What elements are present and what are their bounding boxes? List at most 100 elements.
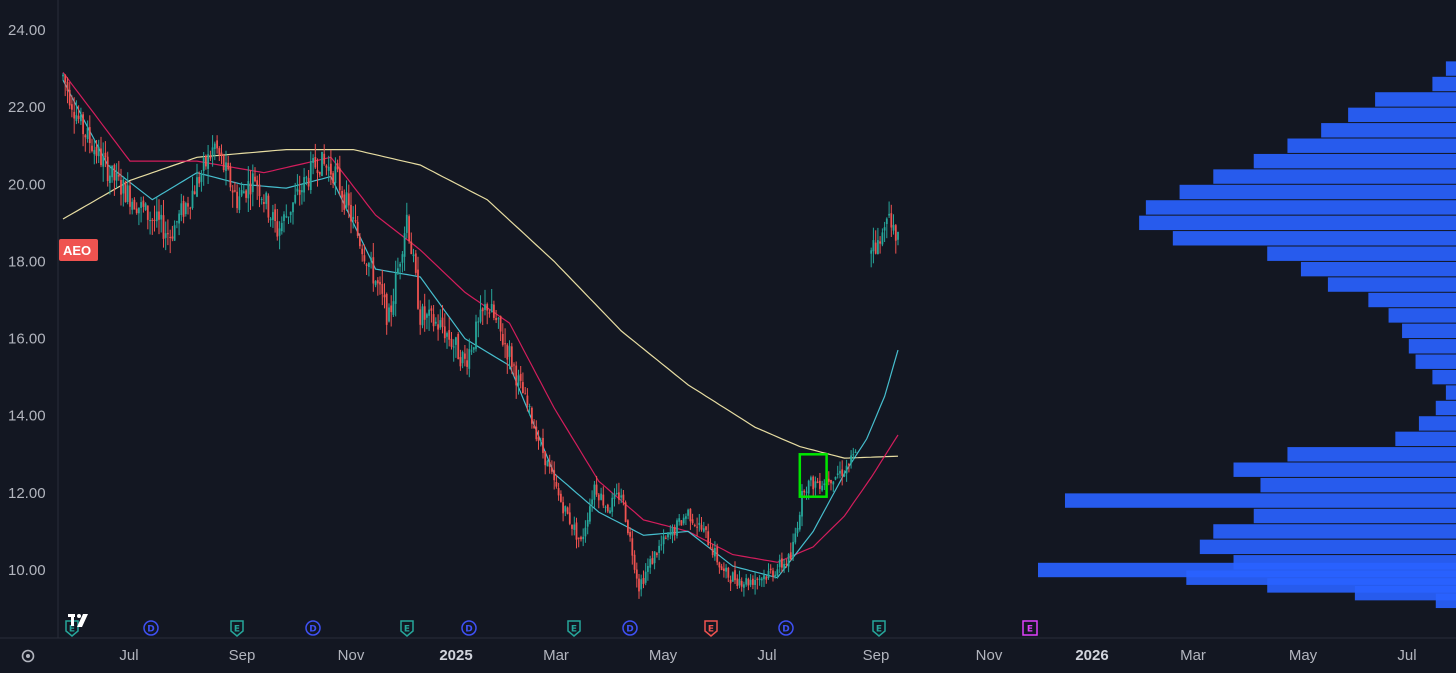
candle [778, 554, 781, 573]
candle [551, 460, 553, 475]
candle [251, 164, 254, 207]
y-tick-label: 16.00 [8, 331, 46, 348]
candle [247, 166, 250, 212]
candle [287, 216, 290, 224]
candle [109, 164, 111, 195]
candle [316, 158, 319, 187]
candle [602, 486, 605, 509]
candle [414, 250, 417, 276]
candle [528, 403, 531, 416]
candle [662, 529, 665, 554]
candle [479, 295, 482, 324]
volume-profile-bar [1199, 539, 1456, 555]
volume-profile-bar [1445, 385, 1456, 400]
volume-profile-bar [1260, 477, 1456, 493]
candle [656, 552, 658, 558]
dividend-marker-icon[interactable]: D [305, 620, 321, 636]
candle [647, 558, 649, 581]
dividend-marker-icon[interactable]: D [461, 620, 477, 636]
candle [736, 574, 739, 589]
candle [368, 261, 370, 277]
volume-profile-bar [1139, 215, 1456, 231]
earnings-marker-icon[interactable]: E [704, 620, 718, 637]
candle [642, 570, 645, 589]
candle [394, 260, 397, 317]
earnings-marker-icon[interactable]: E [65, 620, 79, 637]
candle [660, 535, 663, 551]
candle [296, 174, 299, 196]
candle [75, 100, 78, 125]
x-tick-label: Jul [1397, 647, 1416, 664]
candle [749, 574, 752, 588]
symbol-label: AEO [63, 243, 91, 258]
candle [783, 558, 785, 573]
settings-gear-icon[interactable] [21, 649, 35, 663]
candle [548, 454, 551, 474]
dividend-marker-icon[interactable]: D [143, 620, 159, 636]
candle [376, 277, 379, 296]
candle [756, 577, 759, 590]
candle [664, 535, 667, 540]
candle [184, 201, 187, 217]
candle [390, 295, 393, 327]
candle [475, 314, 477, 352]
candle [196, 163, 198, 198]
volume-profile-bar [1267, 246, 1456, 261]
candle [383, 283, 386, 309]
candle [776, 563, 779, 579]
earnings-marker-icon[interactable]: E [230, 620, 244, 637]
candle [372, 243, 375, 292]
volume-profile-bar [1348, 107, 1456, 123]
candle [354, 204, 357, 224]
candle [138, 207, 140, 226]
x-tick-label: Jul [119, 647, 138, 664]
candle [564, 505, 567, 517]
earnings-marker-icon[interactable]: E [872, 620, 886, 637]
volume-profile-bar [1435, 593, 1456, 609]
candle [638, 574, 640, 599]
candle [202, 152, 205, 186]
y-tick-label: 14.00 [8, 408, 46, 425]
candle [651, 551, 654, 565]
candle [191, 176, 194, 210]
volume-profile-bar [1435, 400, 1456, 416]
candle [466, 348, 468, 375]
earnings-marker-icon[interactable]: E [1022, 620, 1038, 636]
earnings-marker-icon[interactable]: E [567, 620, 581, 637]
x-axis-ticks[interactable]: Jul Sep Nov 2025 Mar May Jul Sep Nov 2026 Mar May Ju… [119, 647, 1416, 664]
candle [283, 211, 285, 233]
candle [370, 251, 372, 269]
candle [318, 171, 321, 178]
candle [432, 305, 435, 332]
candle [222, 153, 225, 173]
candle [443, 313, 446, 343]
candle [531, 406, 533, 429]
candle [676, 518, 678, 539]
candle [164, 221, 167, 251]
volume-profile-bar [1213, 169, 1456, 184]
candle [718, 561, 721, 574]
candle [789, 542, 792, 561]
x-tick-label: May [649, 647, 678, 664]
candle [542, 428, 544, 459]
candle [292, 202, 294, 225]
candle [455, 336, 457, 358]
volume-profile-bar [1395, 431, 1456, 447]
candle [589, 498, 591, 525]
candle [309, 151, 312, 194]
candle [883, 221, 886, 242]
candle [225, 150, 227, 186]
candle [142, 196, 145, 213]
candle [544, 451, 547, 475]
candle [711, 543, 714, 558]
candle [611, 492, 614, 517]
dividend-marker-icon[interactable]: D [622, 620, 638, 636]
candle [169, 229, 172, 254]
dividend-marker-icon[interactable]: D [778, 620, 794, 636]
candle [539, 437, 542, 447]
candle [573, 516, 576, 536]
earnings-marker-icon[interactable]: E [400, 620, 414, 637]
candle [149, 211, 151, 235]
